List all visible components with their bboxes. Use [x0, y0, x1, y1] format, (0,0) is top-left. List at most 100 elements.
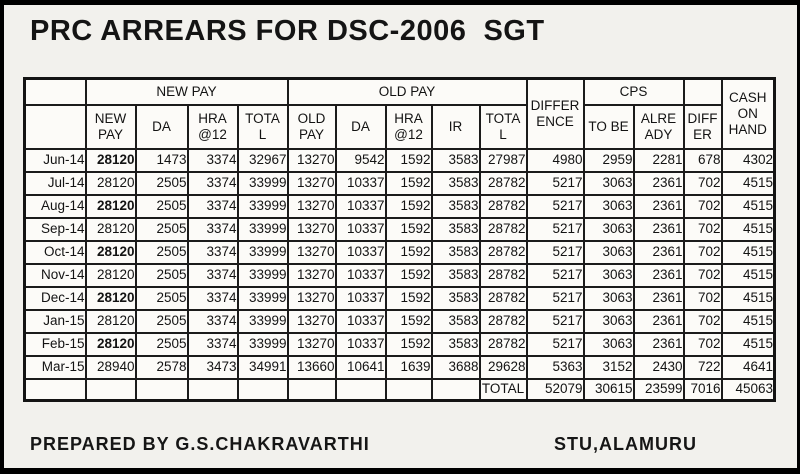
cell-month: Mar-15 — [23, 354, 87, 380]
header-old-pay: OLD PAY — [286, 103, 337, 150]
cell-empty — [286, 377, 337, 402]
cell-total-new: 33999 — [236, 193, 289, 219]
cell-ir: 3583 — [430, 262, 481, 288]
cell-cash-on-hand: 4641 — [720, 354, 776, 380]
header-da-new: DA — [134, 103, 189, 150]
cell-da-old: 10337 — [334, 216, 387, 242]
cell-old-pay: 13270 — [286, 331, 337, 357]
cell-empty — [84, 377, 137, 402]
cell-already: 2361 — [632, 262, 685, 288]
group-header-old-pay: OLD PAY — [286, 77, 528, 106]
cell-cash-on-hand: 4515 — [720, 193, 776, 219]
cell-to-be: 3063 — [582, 285, 635, 311]
cell-total-old: 28782 — [478, 193, 528, 219]
cell-month: Jan-15 — [23, 308, 87, 334]
cell-to-be: 2959 — [582, 147, 635, 173]
cell-difference: 5217 — [525, 331, 585, 357]
cell-differ: 702 — [682, 285, 723, 311]
cell-cash-on-hand: 4302 — [720, 147, 776, 173]
cell-total-old: 28782 — [478, 239, 528, 265]
cell-empty — [384, 377, 433, 402]
cell-hra-old: 1592 — [384, 285, 433, 311]
cell-differ: 702 — [682, 262, 723, 288]
cell-new-pay: 28120 — [84, 239, 137, 265]
cell-da-new: 2505 — [134, 170, 189, 196]
cell-already: 2361 — [632, 308, 685, 334]
cell-ir: 3583 — [430, 147, 481, 173]
cell-da-new: 2505 — [134, 308, 189, 334]
table-row: Feb-15 28120 2505 3374 33999 13270 10337 1592 35… — [23, 331, 776, 357]
cell-ir: 3583 — [430, 285, 481, 311]
cell-old-pay: 13270 — [286, 308, 337, 334]
cell-ir: 3583 — [430, 193, 481, 219]
cell-hra-old: 1592 — [384, 262, 433, 288]
header-total-old: TOTA L — [478, 103, 528, 150]
cell-difference: 5217 — [525, 216, 585, 242]
cell-new-pay: 28120 — [84, 216, 137, 242]
cell-hra-new: 3374 — [186, 285, 239, 311]
cell-difference: 5217 — [525, 170, 585, 196]
cell-hra-old: 1592 — [384, 239, 433, 265]
cell-differ: 702 — [682, 216, 723, 242]
cell-total-old: 27987 — [478, 147, 528, 173]
table-row: Nov-14 28120 2505 3374 33999 13270 10337 1592 35… — [23, 262, 776, 288]
cell-old-pay: 13270 — [286, 216, 337, 242]
cell-new-pay: 28120 — [84, 170, 137, 196]
cell-da-old: 10337 — [334, 193, 387, 219]
cell-difference: 5217 — [525, 262, 585, 288]
cell-already: 2361 — [632, 170, 685, 196]
cell-difference: 5217 — [525, 193, 585, 219]
cell-cash-on-hand: 4515 — [720, 308, 776, 334]
cell-month: Aug-14 — [23, 193, 87, 219]
cell-hra-new: 3374 — [186, 170, 239, 196]
cell-to-be: 3063 — [582, 262, 635, 288]
cell-to-be: 3063 — [582, 170, 635, 196]
cell-new-pay: 28120 — [84, 285, 137, 311]
cell-new-pay: 28120 — [84, 308, 137, 334]
cell-total-old: 28782 — [478, 170, 528, 196]
cell-new-pay: 28120 — [84, 193, 137, 219]
table-row: Oct-14 28120 2505 3374 33999 13270 10337 1592 35… — [23, 239, 776, 265]
header-cash-on-hand: CASH ON HAND — [720, 77, 776, 150]
cell-already: 2361 — [632, 331, 685, 357]
cell-hra-old: 1592 — [384, 216, 433, 242]
cell-total-label: TOTAL — [478, 377, 528, 402]
cell-empty — [134, 377, 189, 402]
cell-empty — [186, 377, 239, 402]
cell-hra-new: 3374 — [186, 308, 239, 334]
cell-difference: 5217 — [525, 308, 585, 334]
cell-to-be: 3063 — [582, 193, 635, 219]
cell-total-new: 33999 — [236, 239, 289, 265]
cell-total-already: 23599 — [632, 377, 685, 402]
cell-new-pay: 28940 — [84, 354, 137, 380]
cell-to-be: 3063 — [582, 239, 635, 265]
cell-old-pay: 13270 — [286, 262, 337, 288]
cell-differ: 702 — [682, 193, 723, 219]
cell-hra-old: 1592 — [384, 147, 433, 173]
cell-hra-old: 1639 — [384, 354, 433, 380]
cell-ir: 3583 — [430, 170, 481, 196]
cell-hra-new: 3374 — [186, 239, 239, 265]
cell-total-old: 29628 — [478, 354, 528, 380]
cell-total-old: 28782 — [478, 331, 528, 357]
cell-old-pay: 13660 — [286, 354, 337, 380]
cell-old-pay: 13270 — [286, 193, 337, 219]
cell-hra-new: 3473 — [186, 354, 239, 380]
cell-old-pay: 13270 — [286, 239, 337, 265]
cell-already: 2361 — [632, 285, 685, 311]
cell-month: Jul-14 — [23, 170, 87, 196]
cell-corner-blank — [23, 77, 87, 106]
cell-ir: 3583 — [430, 331, 481, 357]
cell-difference: 5217 — [525, 239, 585, 265]
cell-month: Jun-14 — [23, 147, 87, 173]
cell-already: 2361 — [632, 216, 685, 242]
cell-already: 2281 — [632, 147, 685, 173]
table-row: Mar-15 28940 2578 3473 34991 13660 10641 1639 36… — [23, 354, 776, 380]
cell-da-new: 2505 — [134, 193, 189, 219]
cell-cash-on-hand: 4515 — [720, 285, 776, 311]
table-footer: TOTAL 52079 30615 23599 7016 45063 — [23, 377, 776, 402]
cell-da-old: 10337 — [334, 331, 387, 357]
cell-total-new: 33999 — [236, 331, 289, 357]
cell-total-differ: 7016 — [682, 377, 723, 402]
cell-hra-new: 3374 — [186, 193, 239, 219]
